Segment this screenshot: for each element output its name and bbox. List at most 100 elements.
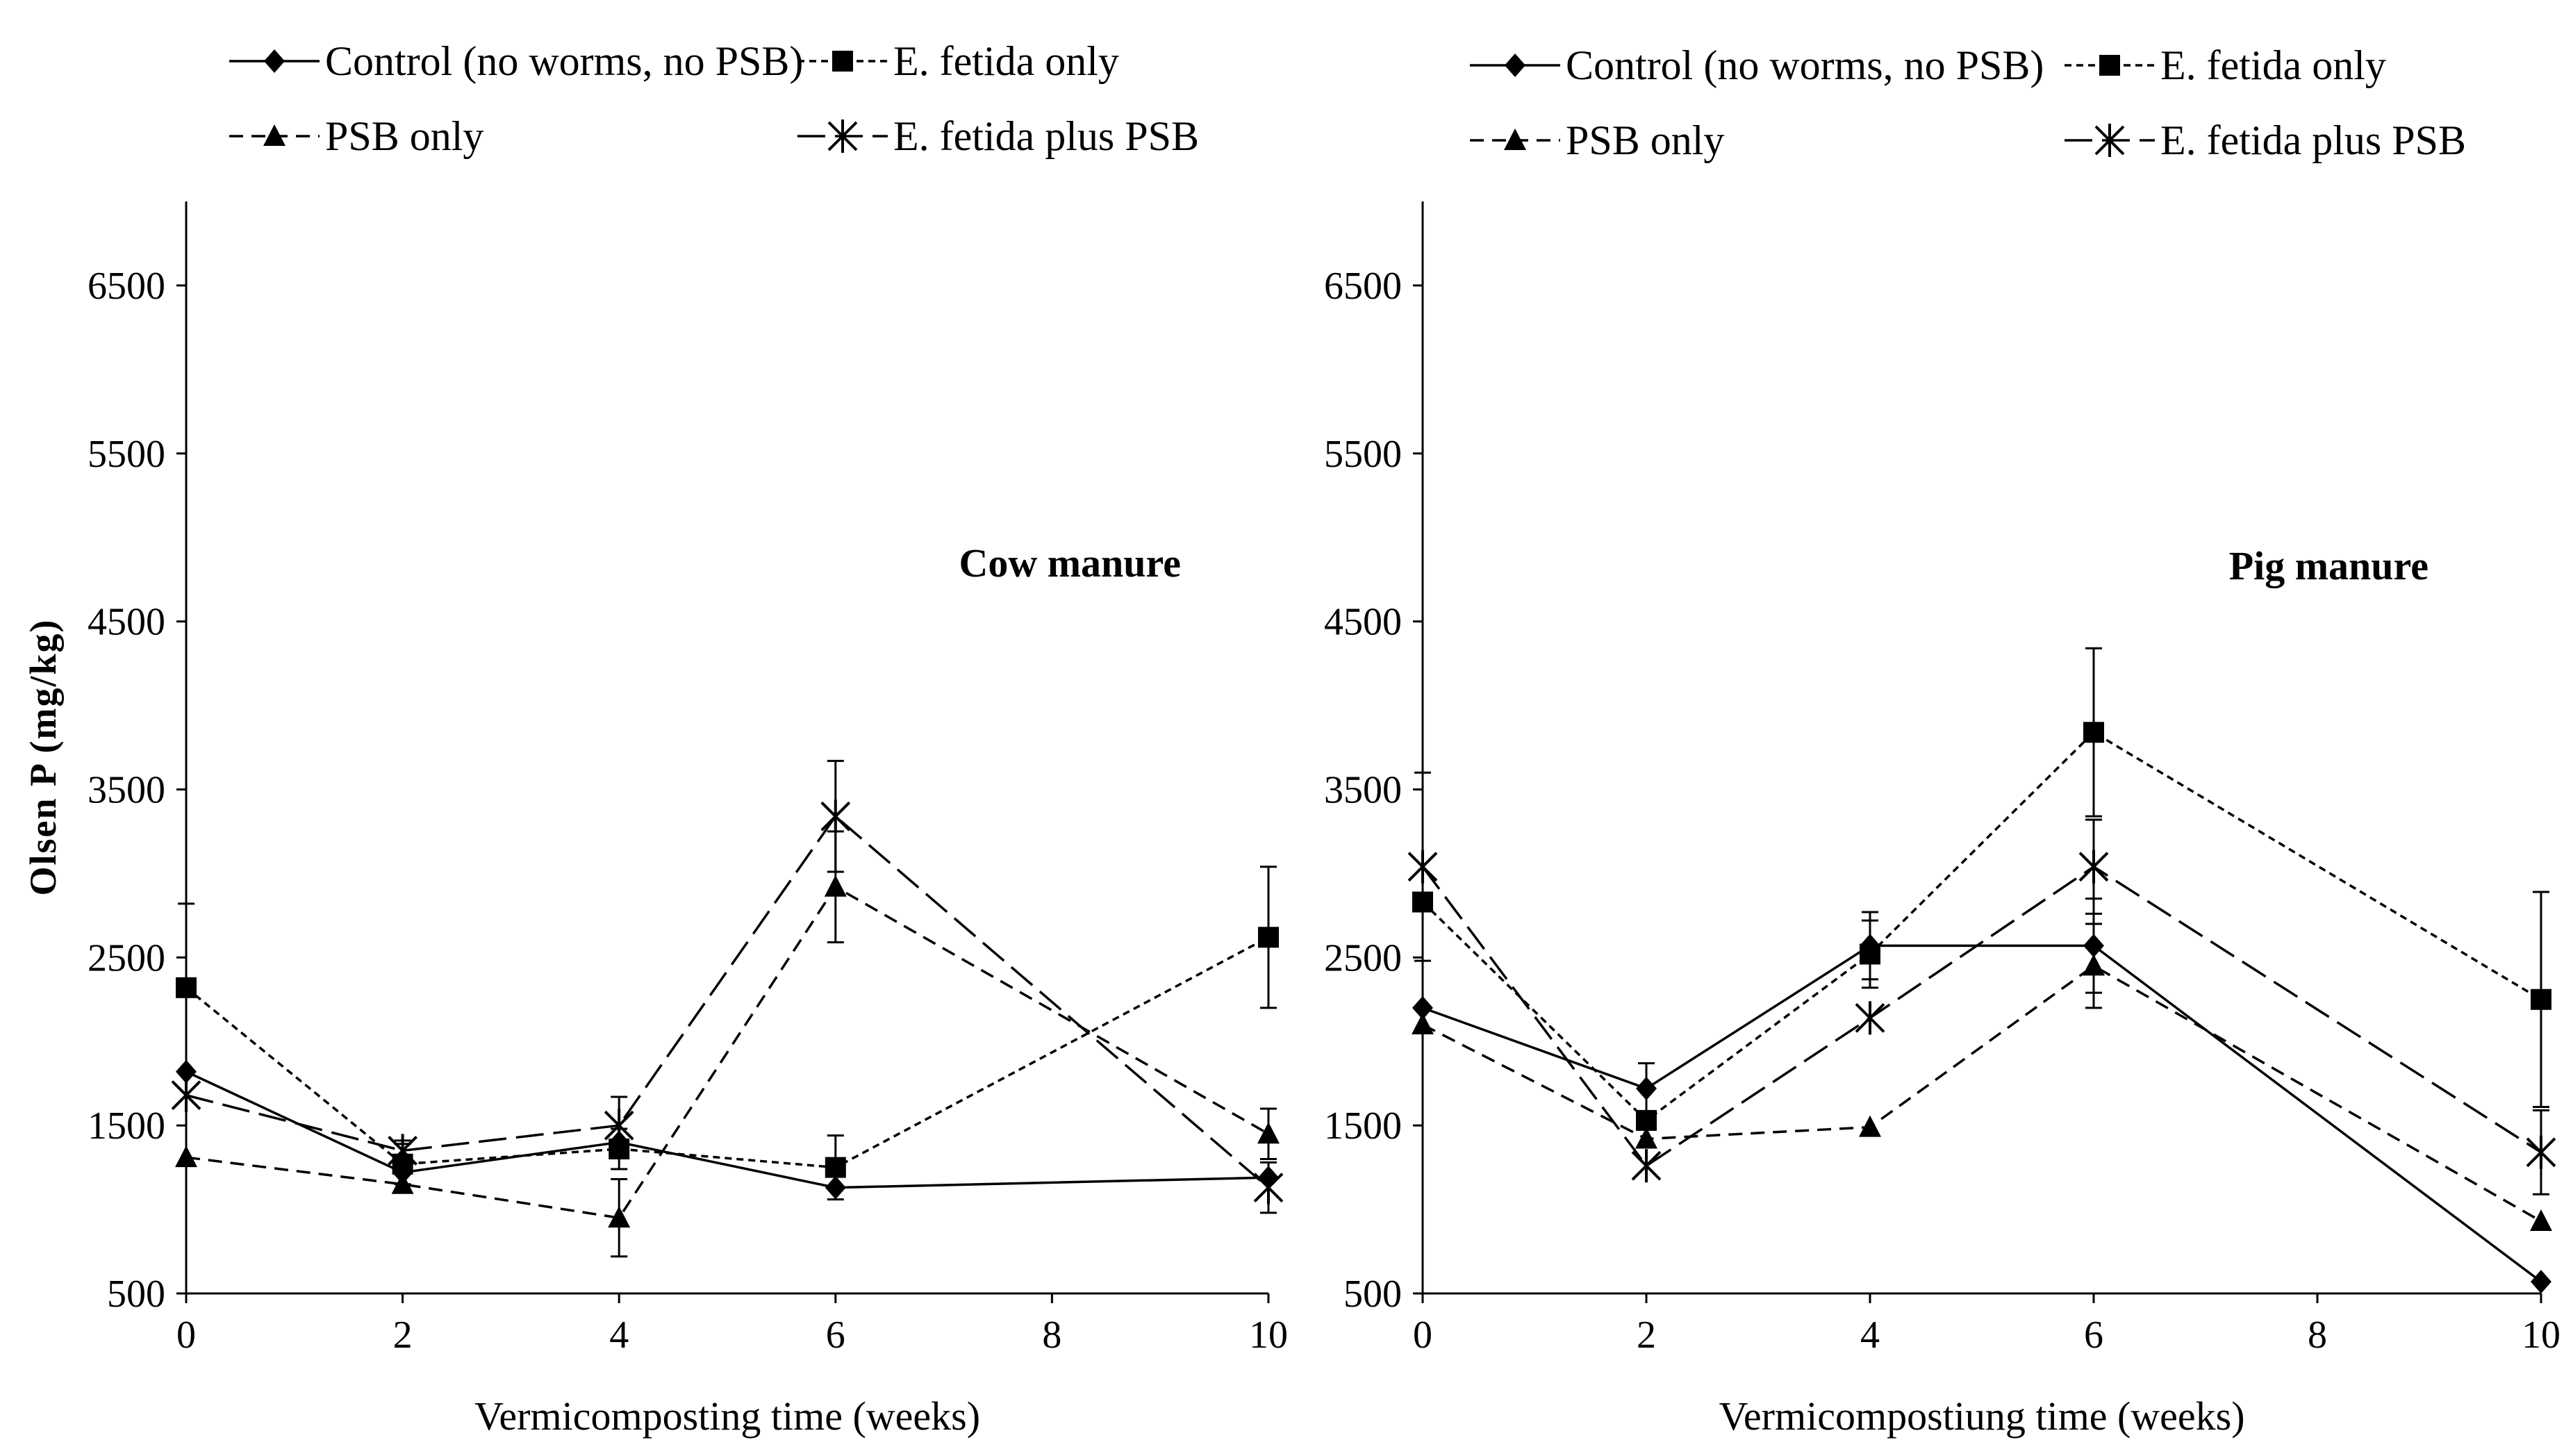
legend-entry-e-fetida-only: E. fetida only <box>2065 42 2386 88</box>
y-tick-label: 1500 <box>1324 1105 1402 1148</box>
series-line-control-no-worms-no-psb <box>185 1070 1269 1189</box>
data-point-triangle <box>391 1172 414 1194</box>
y-tick-label: 2500 <box>88 936 165 979</box>
series-line-control-no-worms-no-psb <box>1422 944 2542 1283</box>
x-tick-label: 8 <box>2308 1314 2327 1357</box>
y-tick-label: 2500 <box>1324 936 1402 979</box>
data-point-diamond <box>2531 1270 2551 1294</box>
data-point-triangle <box>1635 1127 1657 1149</box>
legend-marker-triangle <box>1504 129 1526 150</box>
data-point-square <box>2531 988 2551 1010</box>
y-tick-label: 500 <box>1343 1273 1402 1316</box>
data-point-asterisk <box>1855 1001 1885 1035</box>
data-point-triangle <box>1257 1122 1280 1144</box>
y-tick-label: 5500 <box>1324 433 1402 476</box>
legend-marker-square <box>2099 55 2120 76</box>
x-axis-title: Vermicompostiung time (weeks) <box>1719 1393 2244 1439</box>
data-point-triangle <box>1859 1115 1881 1137</box>
data-point-asterisk <box>1407 850 1438 884</box>
x-tick-label: 2 <box>393 1314 413 1357</box>
data-point-square <box>176 977 197 998</box>
x-tick-label: 6 <box>826 1314 845 1357</box>
data-point-triangle <box>608 1206 631 1228</box>
data-point-square <box>825 1157 846 1178</box>
data-point-square <box>1258 927 1279 948</box>
series-line-e-fetida-only <box>1421 731 2542 1123</box>
data-point-triangle <box>2083 954 2105 976</box>
legend-entry-e-fetida-plus-psb: E. fetida plus PSB <box>2065 117 2466 163</box>
panel-cow-manure: 500 1500 2500 3500 4500 5500 6500 0 2 4 6 8 10 Vermic… <box>88 38 1288 1439</box>
panel-pig-manure: 500 1500 2500 3500 4500 5500 6500 0 2 4 6 8 10 Vermic… <box>1324 42 2560 1439</box>
y-tick-label: 4500 <box>1324 601 1402 644</box>
x-tick-label: 10 <box>1249 1314 1288 1357</box>
legend-entry-e-fetida-plus-psb: E. fetida plus PSB <box>797 113 1199 159</box>
series-control-no-worms-no-psb <box>176 1059 1279 1200</box>
series-psb-only <box>175 830 1280 1258</box>
series-control-no-worms-no-psb <box>1412 897 2551 1294</box>
legend-label: Control (no worms, no PSB) <box>1566 42 2044 88</box>
legend-marker-triangle <box>263 124 286 146</box>
legend-entry-psb-only: PSB only <box>1470 117 1724 163</box>
series-line-psb-only <box>185 885 1269 1220</box>
data-point-asterisk <box>388 1134 418 1168</box>
data-point-triangle <box>175 1145 197 1168</box>
series-psb-only <box>1412 923 2552 1232</box>
series-e-fetida-only <box>1412 647 2551 1131</box>
y-tick-label: 4500 <box>88 601 165 644</box>
y-tick-label: 6500 <box>88 265 165 308</box>
data-point-asterisk <box>1253 1170 1284 1205</box>
y-axis-title: Olsen P (mg/kg) <box>22 618 64 895</box>
series-line-e-fetida-plus-psb <box>1421 865 2542 1168</box>
legend-marker-diamond <box>1505 53 1525 77</box>
legend-marker-asterisk <box>2094 124 2125 157</box>
series-e-fetida-only <box>176 866 1279 1201</box>
y-tick-label: 500 <box>107 1273 165 1316</box>
legend-marker-square <box>832 51 853 72</box>
series-line-psb-only <box>1422 964 2542 1223</box>
data-point-triangle <box>2530 1209 2552 1232</box>
data-point-square <box>1860 943 1880 965</box>
legend-marker-asterisk <box>827 119 858 153</box>
legend-label: E. fetida plus PSB <box>893 113 1199 159</box>
legend-label: E. fetida only <box>893 38 1119 84</box>
x-tick-label: 10 <box>2522 1314 2560 1357</box>
y-tick-label: 6500 <box>1324 265 1402 308</box>
y-tick-label: 1500 <box>88 1105 165 1148</box>
data-point-asterisk <box>171 1078 201 1112</box>
legend-entry-psb-only: PSB only <box>229 113 483 159</box>
data-point-asterisk <box>604 1109 634 1143</box>
legend-label: Control (no worms, no PSB) <box>325 38 803 84</box>
x-tick-label: 4 <box>1860 1314 1880 1357</box>
panel-title: Cow manure <box>959 540 1181 586</box>
x-tick-label: 0 <box>176 1314 196 1357</box>
legend-marker-diamond <box>264 49 285 73</box>
y-tick-label: 5500 <box>88 433 165 476</box>
x-tick-label: 0 <box>1413 1314 1432 1357</box>
data-point-square <box>2083 722 2104 743</box>
data-point-triangle <box>1412 1013 1434 1035</box>
legend-label: E. fetida only <box>2160 42 2386 88</box>
panel-title: Pig manure <box>2229 543 2429 588</box>
x-axis-title: Vermicomposting time (weeks) <box>474 1393 980 1439</box>
y-tick-label: 3500 <box>1324 768 1402 811</box>
series-e-fetida-plus-psb <box>171 759 1284 1214</box>
legend-label: PSB only <box>325 113 483 159</box>
x-tick-label: 6 <box>2084 1314 2103 1357</box>
data-point-asterisk <box>2078 850 2109 884</box>
data-point-diamond <box>1412 995 1433 1020</box>
legend-entry-control-no-worms-no-psb: Control (no worms, no PSB) <box>229 38 803 84</box>
data-point-diamond <box>1636 1076 1657 1100</box>
series-e-fetida-plus-psb <box>1407 771 2556 1196</box>
series-line-e-fetida-plus-psb <box>185 814 1270 1189</box>
legend-label: PSB only <box>1566 117 1724 163</box>
x-tick-label: 8 <box>1042 1314 1061 1357</box>
data-point-triangle <box>824 875 847 897</box>
legend-entry-control-no-worms-no-psb: Control (no worms, no PSB) <box>1470 42 2044 88</box>
data-point-asterisk <box>820 800 851 834</box>
x-tick-label: 2 <box>1637 1314 1656 1357</box>
x-tick-label: 4 <box>609 1314 629 1357</box>
y-tick-label: 3500 <box>88 768 165 811</box>
legend-label: E. fetida plus PSB <box>2160 117 2466 163</box>
data-point-asterisk <box>1631 1149 1662 1183</box>
